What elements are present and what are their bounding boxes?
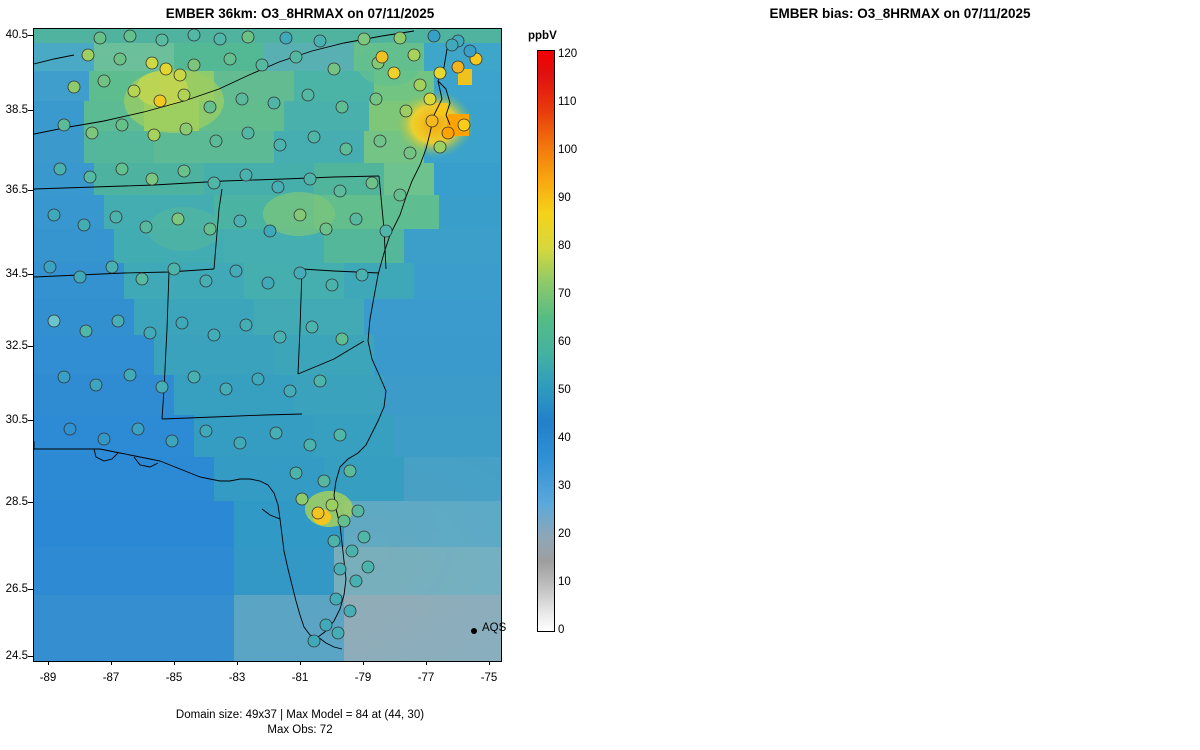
ytick-label: 26.5 xyxy=(5,583,28,595)
colorbar-tick: 70 xyxy=(558,288,571,300)
ytick-mark xyxy=(28,346,33,347)
ytick-label: 24.5 xyxy=(5,650,28,662)
colorbar-tick: 80 xyxy=(558,240,571,252)
model-footer-line-1: Domain size: 49x37 | Max Model = 84 at (… xyxy=(175,709,425,721)
colorbar-tick: 50 xyxy=(558,384,571,396)
aqs-legend-label: AQS xyxy=(482,622,507,634)
ytick-mark xyxy=(28,110,33,111)
panel-model-title: EMBER 36km: O3_8HRMAX on 07/11/2025 xyxy=(165,6,435,21)
colorbar-tick: 90 xyxy=(558,192,571,204)
colorbar-tick: 60 xyxy=(558,336,571,348)
xtick-label: -87 xyxy=(102,672,120,684)
colorbar-tick: 40 xyxy=(558,432,571,444)
colorbar-tick: 30 xyxy=(558,480,571,492)
panel-model: EMBER 36km: O3_8HRMAX on 07/11/2025 24.5… xyxy=(5,6,578,736)
ytick-label: 32.5 xyxy=(5,340,28,352)
ytick-label: 36.5 xyxy=(5,184,28,196)
xtick-label: -77 xyxy=(417,672,435,684)
ytick-mark xyxy=(28,274,33,275)
xtick-mark xyxy=(237,660,238,665)
xtick-label: -89 xyxy=(39,672,57,684)
xtick-mark xyxy=(48,660,49,665)
model-footer-line-2: Max Obs: 72 xyxy=(267,724,333,736)
ytick-mark xyxy=(28,190,33,191)
ytick-label: 38.5 xyxy=(5,104,28,116)
xtick-label: -85 xyxy=(165,672,183,684)
ytick-mark xyxy=(28,656,33,657)
panel-bias: EMBER bias: O3_8HRMAX on 07/11/2025 24.5… xyxy=(600,0,1200,750)
colorbar-tick: 110 xyxy=(558,96,577,108)
colorbar-tick: 10 xyxy=(558,576,571,588)
aqs-legend-marker xyxy=(471,628,477,634)
ytick-mark xyxy=(28,502,33,503)
ytick-label: 34.5 xyxy=(5,268,28,280)
ytick-mark xyxy=(28,420,33,421)
xtick-mark xyxy=(174,660,175,665)
xtick-mark xyxy=(111,660,112,665)
ytick-label: 28.5 xyxy=(5,496,28,508)
ytick-label: 40.5 xyxy=(5,29,28,41)
model-field-cells xyxy=(34,29,501,661)
colorbar-tick: 120 xyxy=(558,48,578,60)
xtick-label: -81 xyxy=(291,672,309,684)
colorbar-model xyxy=(537,50,555,632)
xtick-label: -79 xyxy=(354,672,372,684)
ytick-mark xyxy=(28,35,33,36)
xtick-label: -75 xyxy=(480,672,498,684)
colorbar-tick: 0 xyxy=(558,624,565,636)
colorbar-tick: 100 xyxy=(558,144,578,156)
xtick-mark xyxy=(426,660,427,665)
xtick-mark xyxy=(300,660,301,665)
colorbar-title-model: ppbV xyxy=(528,30,557,42)
ytick-label: 30.5 xyxy=(5,414,28,426)
colorbar-tick: 20 xyxy=(558,528,571,540)
xtick-label: -83 xyxy=(228,672,246,684)
aqs-observation-points-model xyxy=(43,29,483,648)
xtick-mark xyxy=(489,660,490,665)
panel-bias-title: EMBER bias: O3_8HRMAX on 07/11/2025 xyxy=(769,6,1031,21)
model-map-svg xyxy=(34,29,501,661)
model-map-plot-area xyxy=(33,28,502,662)
xtick-mark xyxy=(363,660,364,665)
ytick-mark xyxy=(28,589,33,590)
